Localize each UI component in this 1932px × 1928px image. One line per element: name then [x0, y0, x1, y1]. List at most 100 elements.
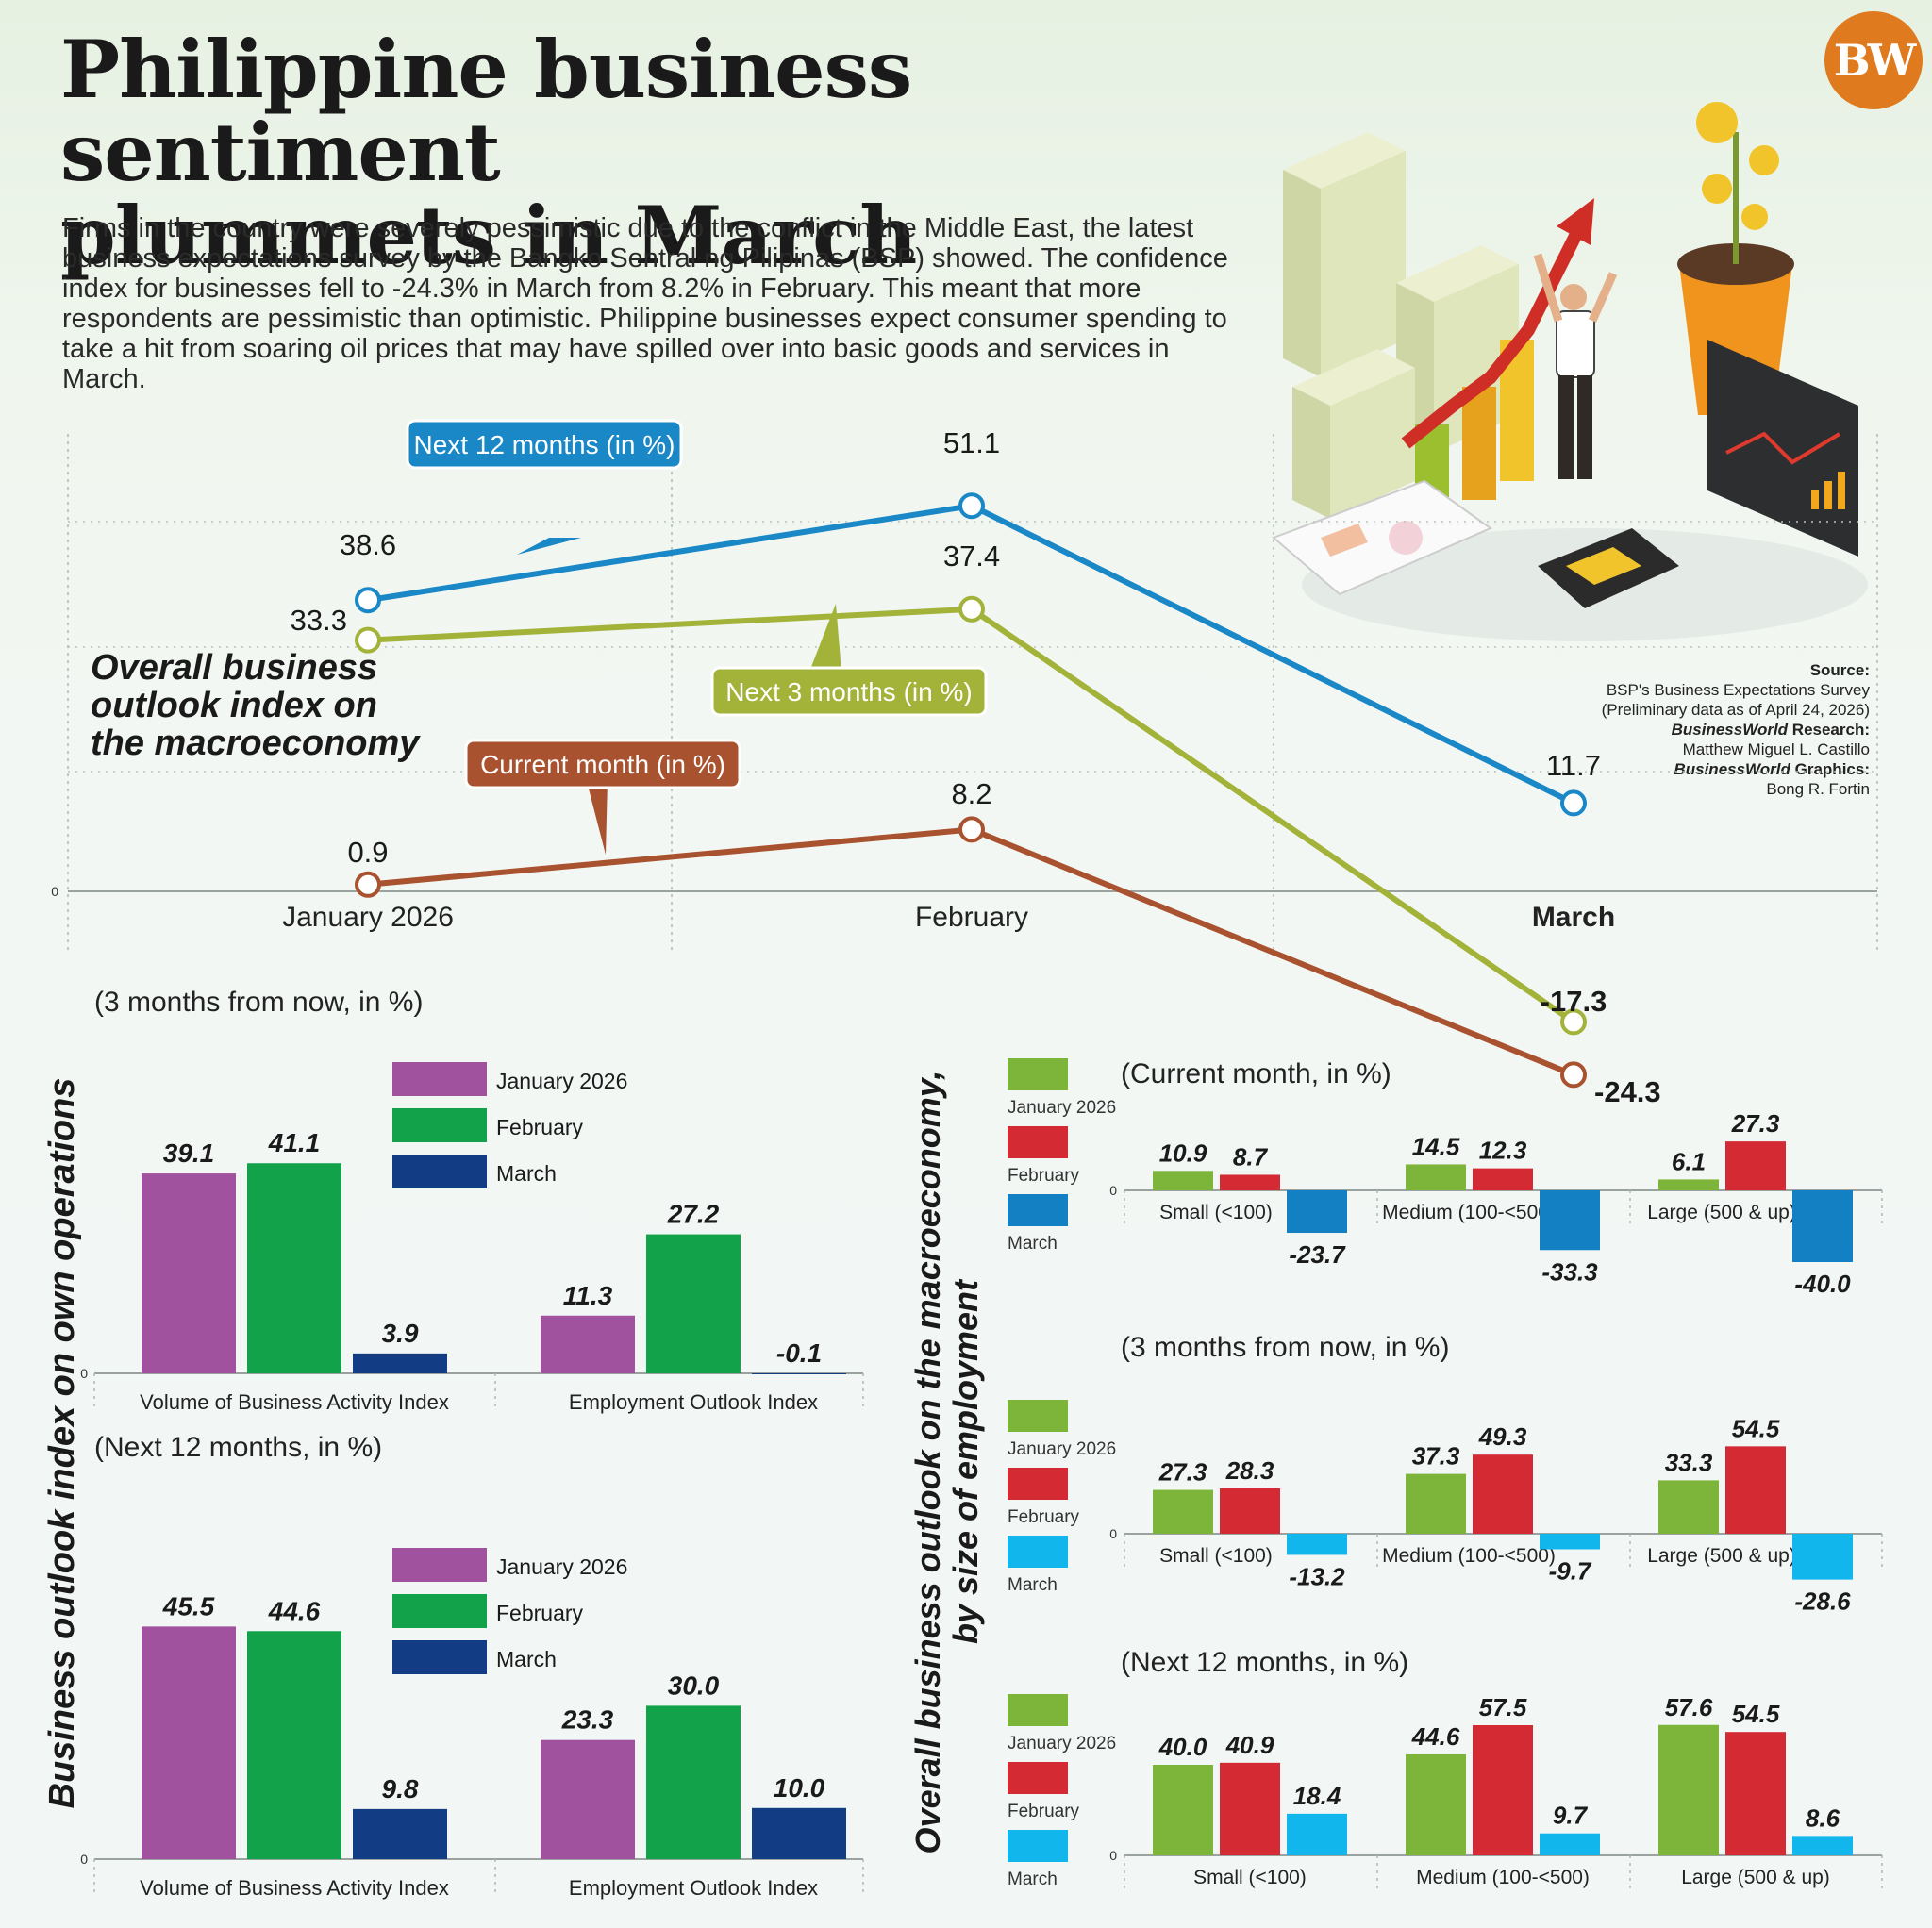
- bar-value-label: 9.7: [1553, 1802, 1589, 1830]
- data-label: 51.1: [943, 426, 1000, 459]
- bar-value-label: 10.9: [1159, 1139, 1208, 1167]
- bar-value-label: 57.6: [1665, 1693, 1713, 1721]
- legend-swatch: [1008, 1126, 1068, 1158]
- series-legend-label: Next 12 months (in %): [414, 430, 675, 459]
- data-label: -17.3: [1541, 985, 1607, 1018]
- bar: [1725, 1732, 1786, 1855]
- bar-value-label: 30.0: [668, 1670, 720, 1700]
- presentation-board: [1707, 340, 1858, 557]
- bar: [1792, 1190, 1853, 1262]
- research-name: Matthew Miguel L. Castillo: [1682, 740, 1870, 758]
- data-label: 8.2: [951, 777, 991, 810]
- bar-value-label: 23.3: [561, 1705, 614, 1735]
- category-label: Large (500 & up): [1647, 1202, 1796, 1223]
- bar: [1658, 1724, 1719, 1855]
- data-point: [1560, 789, 1587, 817]
- bar: [1540, 1190, 1600, 1251]
- legend-label: February: [496, 1115, 584, 1139]
- category-label: Small (<100): [1159, 1545, 1273, 1567]
- data-label: 0.9: [347, 836, 388, 869]
- legend-swatch: [392, 1155, 487, 1188]
- line-chart-title-line: outlook index on: [91, 686, 377, 725]
- line-chart-title-line: Overall business: [91, 648, 377, 688]
- bar: [1540, 1534, 1600, 1550]
- category-label: Volume of Business Activity Index: [140, 1390, 449, 1414]
- data-point: [355, 626, 381, 654]
- series-legend-box: [464, 739, 741, 789]
- bar-chart-zero-label: 0: [80, 1852, 88, 1867]
- legend-swatch: [392, 1640, 487, 1674]
- category-label: Small (<100): [1193, 1867, 1307, 1888]
- bar: [1658, 1179, 1719, 1190]
- source-label: Source:: [1809, 661, 1870, 679]
- bar: [1287, 1813, 1347, 1855]
- graphics-brand: BusinessWorld: [1674, 760, 1790, 778]
- bar: [1220, 1762, 1280, 1855]
- money-stacks: [1283, 132, 1519, 519]
- bar-value-label: 27.3: [1731, 1109, 1780, 1138]
- bar-chart-title: (Next 12 months, in %): [1121, 1647, 1408, 1678]
- bar-value-label: 40.0: [1158, 1733, 1208, 1761]
- bar-value-label: -28.6: [1794, 1587, 1851, 1616]
- legend-swatch: [392, 1594, 487, 1628]
- category-label: Employment Outlook Index: [569, 1390, 818, 1414]
- category-label: Large (500 & up): [1681, 1867, 1830, 1888]
- bar-chart-title: (3 months from now, in %): [94, 987, 423, 1018]
- bar: [1725, 1446, 1786, 1534]
- bar-value-label: 12.3: [1479, 1137, 1527, 1165]
- legend-label: February: [1008, 1166, 1080, 1186]
- legend-label: February: [496, 1601, 584, 1625]
- bar: [1473, 1168, 1533, 1190]
- bar: [1153, 1489, 1213, 1534]
- bar-value-label: 27.3: [1158, 1458, 1208, 1487]
- bar-value-label: 14.5: [1412, 1132, 1460, 1160]
- own-operations-bar-chart: (3 months from now, in %) 0 Volume of Busi…: [80, 987, 864, 1414]
- category-label: Employment Outlook Index: [569, 1876, 818, 1900]
- bar: [752, 1373, 846, 1374]
- data-point: [1560, 1061, 1587, 1089]
- bar-value-label: 6.1: [1672, 1147, 1706, 1175]
- research-brand: BusinessWorld: [1671, 721, 1789, 739]
- employment-size-group-title-line: Overall business outlook on the macroeco…: [908, 1071, 947, 1854]
- bar: [1406, 1164, 1466, 1190]
- category-label: Medium (100-<500): [1382, 1545, 1556, 1567]
- bar: [1792, 1836, 1853, 1855]
- bar-value-label: 28.3: [1225, 1456, 1274, 1485]
- legend-swatch: [1008, 1694, 1068, 1726]
- bar: [1473, 1725, 1533, 1855]
- bar: [752, 1807, 846, 1859]
- legend-label: January 2026: [1008, 1734, 1116, 1753]
- bar-chart-title: (Current month, in %): [1121, 1058, 1391, 1089]
- source-line-1: BSP's Business Expectations Survey: [1606, 681, 1870, 699]
- bar-value-label: 41.1: [268, 1128, 321, 1157]
- bar-chart-title: (Next 12 months, in %): [94, 1432, 382, 1463]
- source-line-2: (Preliminary data as of April 24, 2026): [1601, 701, 1870, 719]
- bar-value-label: -9.7: [1549, 1556, 1592, 1585]
- data-point: [958, 816, 985, 843]
- data-label: -24.3: [1594, 1075, 1661, 1108]
- employment-size-bar-chart: (Next 12 months, in %) 0 Small (<100) 40.0 4…: [1008, 1647, 1883, 1891]
- own-operations-bar-chart: (Next 12 months, in %) 0 Volume of Busines…: [80, 1432, 864, 1900]
- series-legend-label: Next 3 months (in %): [725, 677, 972, 706]
- bar: [1153, 1765, 1213, 1855]
- legend-label: January 2026: [496, 1069, 627, 1093]
- bar: [1287, 1190, 1347, 1234]
- bar-value-label: 10.0: [774, 1773, 825, 1803]
- bar-value-label: -13.2: [1289, 1562, 1345, 1590]
- bar-value-label: 44.6: [1411, 1722, 1460, 1751]
- bar-value-label: -23.7: [1289, 1240, 1346, 1269]
- legend-label: March: [1008, 1870, 1058, 1889]
- bar: [1540, 1833, 1600, 1855]
- legend-swatch: [1008, 1762, 1068, 1794]
- legend-label: March: [1008, 1575, 1058, 1595]
- bar-value-label: 18.4: [1293, 1782, 1341, 1810]
- bar: [1406, 1473, 1466, 1534]
- legend-swatch: [392, 1548, 487, 1582]
- legend-label: March: [496, 1647, 557, 1671]
- x-tick-label: February: [915, 902, 1028, 933]
- category-label: Medium (100-<500): [1382, 1202, 1556, 1223]
- own-operations-group-title: Business outlook index on own operations: [42, 1078, 82, 1809]
- category-label: Large (500 & up): [1647, 1545, 1796, 1567]
- bar-chart-zero-label: 0: [80, 1366, 88, 1381]
- legend-swatch: [392, 1108, 487, 1142]
